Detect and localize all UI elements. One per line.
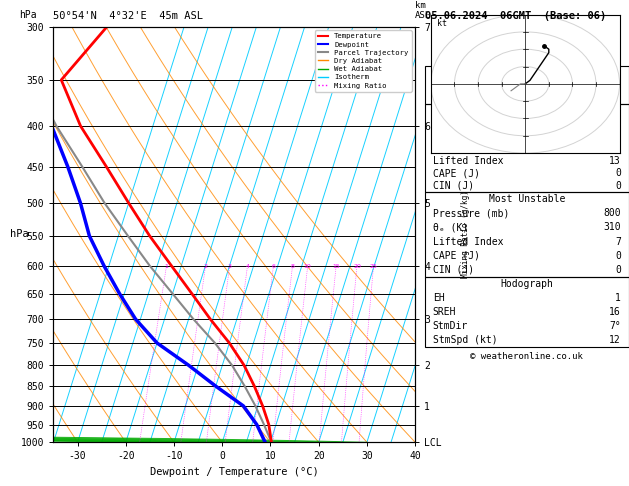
Text: 16: 16 xyxy=(609,307,621,317)
Text: PW (cm): PW (cm) xyxy=(433,93,474,103)
Text: 2: 2 xyxy=(204,264,208,269)
Text: 25: 25 xyxy=(370,264,377,269)
Text: SREH: SREH xyxy=(433,307,456,317)
Text: θₑ (K): θₑ (K) xyxy=(433,223,468,232)
Text: 13: 13 xyxy=(609,156,621,166)
Text: 6: 6 xyxy=(272,264,276,269)
Text: 10.2: 10.2 xyxy=(598,118,621,128)
Bar xyxy=(425,66,629,104)
Text: 0: 0 xyxy=(615,265,621,275)
Text: © weatheronline.co.uk: © weatheronline.co.uk xyxy=(470,352,583,362)
Text: Totals Totals: Totals Totals xyxy=(433,80,509,90)
Text: kt: kt xyxy=(437,19,447,28)
Bar xyxy=(425,192,629,277)
Text: Mixing Ratio (g/kg): Mixing Ratio (g/kg) xyxy=(461,191,470,278)
Text: θₑ(K): θₑ(K) xyxy=(433,143,462,153)
Text: 1: 1 xyxy=(615,293,621,303)
Text: K: K xyxy=(433,67,438,77)
Text: Pressure (mb): Pressure (mb) xyxy=(433,208,509,218)
X-axis label: Dewpoint / Temperature (°C): Dewpoint / Temperature (°C) xyxy=(150,467,319,477)
Text: Hodograph: Hodograph xyxy=(500,279,554,289)
Text: 50°54'N  4°32'E  45m ASL: 50°54'N 4°32'E 45m ASL xyxy=(53,11,203,21)
Text: 0: 0 xyxy=(615,168,621,178)
Text: 4: 4 xyxy=(245,264,250,269)
Text: Surface: Surface xyxy=(506,106,547,116)
Text: StmSpd (kt): StmSpd (kt) xyxy=(433,335,498,346)
Text: 15: 15 xyxy=(332,264,340,269)
Text: km
ASL: km ASL xyxy=(415,1,431,20)
Bar xyxy=(425,277,629,347)
Text: 8.9: 8.9 xyxy=(603,131,621,141)
Text: 38: 38 xyxy=(609,80,621,90)
Bar xyxy=(425,104,629,192)
Text: CIN (J): CIN (J) xyxy=(433,265,474,275)
Text: 1: 1 xyxy=(165,264,169,269)
Text: EH: EH xyxy=(433,293,445,303)
Text: 7: 7 xyxy=(615,237,621,246)
Text: 310: 310 xyxy=(603,223,621,232)
Text: 17: 17 xyxy=(609,67,621,77)
Text: 0: 0 xyxy=(615,181,621,191)
Text: Lifted Index: Lifted Index xyxy=(433,237,503,246)
Text: CAPE (J): CAPE (J) xyxy=(433,251,480,261)
Text: 301: 301 xyxy=(603,143,621,153)
Text: StmDir: StmDir xyxy=(433,321,468,331)
Text: 3: 3 xyxy=(228,264,231,269)
Text: 0: 0 xyxy=(615,251,621,261)
Text: 12: 12 xyxy=(609,335,621,346)
Text: Most Unstable: Most Unstable xyxy=(489,194,565,204)
Text: 05.06.2024  06GMT  (Base: 06): 05.06.2024 06GMT (Base: 06) xyxy=(425,11,606,21)
Text: CIN (J): CIN (J) xyxy=(433,181,474,191)
Text: CAPE (J): CAPE (J) xyxy=(433,168,480,178)
Text: Lifted Index: Lifted Index xyxy=(433,156,503,166)
Text: Dewp (°C): Dewp (°C) xyxy=(433,131,486,141)
Text: 20: 20 xyxy=(353,264,361,269)
Text: hPa: hPa xyxy=(19,11,36,20)
Text: 7°: 7° xyxy=(609,321,621,331)
Text: Temp (°C): Temp (°C) xyxy=(433,118,486,128)
Text: 10: 10 xyxy=(304,264,311,269)
Legend: Temperature, Dewpoint, Parcel Trajectory, Dry Adiabat, Wet Adiabat, Isotherm, Mi: Temperature, Dewpoint, Parcel Trajectory… xyxy=(314,30,411,91)
Text: 800: 800 xyxy=(603,208,621,218)
Text: 8: 8 xyxy=(291,264,294,269)
Text: 1.91: 1.91 xyxy=(598,93,621,103)
Text: hPa: hPa xyxy=(9,229,28,240)
